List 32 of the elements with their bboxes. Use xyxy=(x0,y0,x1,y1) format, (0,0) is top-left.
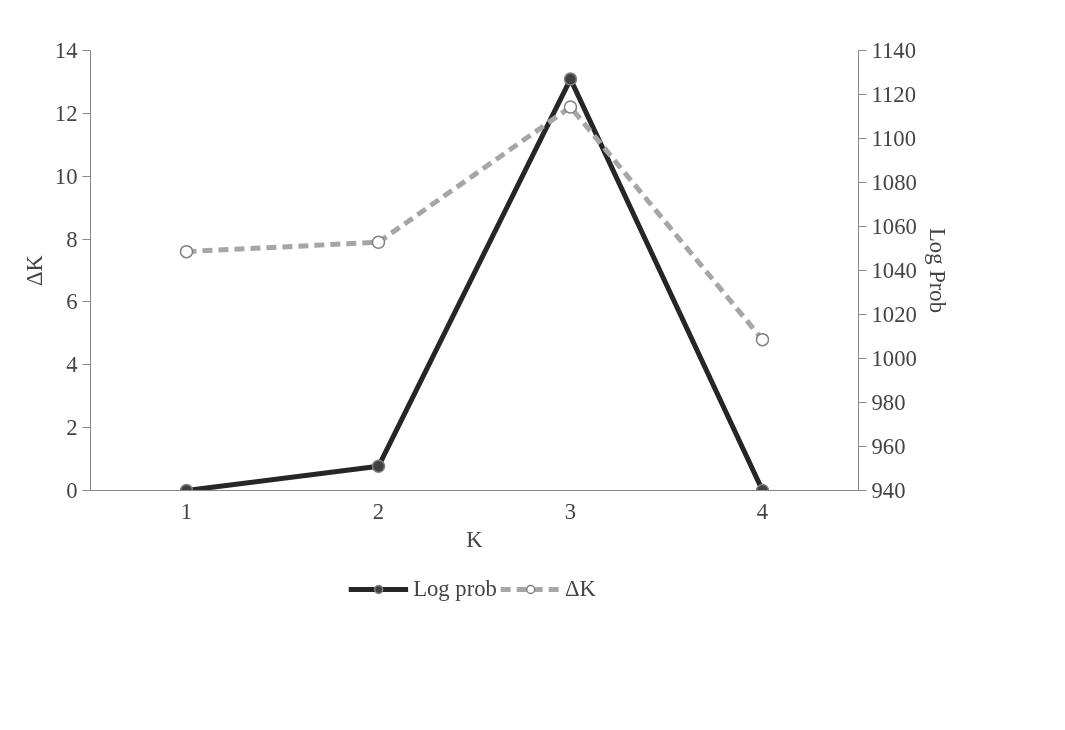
y-tick-label: 2 xyxy=(66,415,78,441)
y2-tick-label: 1040 xyxy=(871,258,917,283)
y2-tick-label: 1100 xyxy=(871,126,916,151)
y-tick-label: 6 xyxy=(66,289,78,315)
y-tick-label: 4 xyxy=(66,352,78,378)
x-axis-title: K xyxy=(466,526,484,552)
y2-tick-label: 1060 xyxy=(871,214,917,239)
y-tick-label: 10 xyxy=(54,163,78,189)
y-tick-label: 12 xyxy=(54,100,78,126)
y2-axis-title: Log Prob xyxy=(924,228,950,313)
y-tick-label: 0 xyxy=(66,478,78,503)
y2-tick-label: 1020 xyxy=(871,302,917,327)
legend-label: Log prob xyxy=(413,576,497,602)
y2-tick-label: 960 xyxy=(871,434,906,459)
point xyxy=(179,244,194,259)
x-tick-label: 1 xyxy=(180,498,193,524)
y2-tick-label: 1080 xyxy=(871,170,917,195)
y-tick-label: 14 xyxy=(54,38,78,63)
y2-tick-label: 980 xyxy=(871,390,906,415)
point xyxy=(755,332,770,347)
point xyxy=(371,235,386,249)
legend-label: ΔK xyxy=(564,576,596,602)
y2-tick-label: 1140 xyxy=(871,38,916,63)
point xyxy=(563,100,578,114)
y2-tick-label: 1120 xyxy=(871,82,916,107)
y2-tick-label: 1000 xyxy=(871,346,917,371)
x-tick-label: 3 xyxy=(564,498,577,524)
x-tick-label: 2 xyxy=(372,498,385,524)
y-axis-title: ΔK xyxy=(21,254,47,286)
y-tick-label: 8 xyxy=(66,226,78,252)
x-tick-label: 4 xyxy=(756,498,769,524)
y2-tick-label: 940 xyxy=(871,478,906,503)
